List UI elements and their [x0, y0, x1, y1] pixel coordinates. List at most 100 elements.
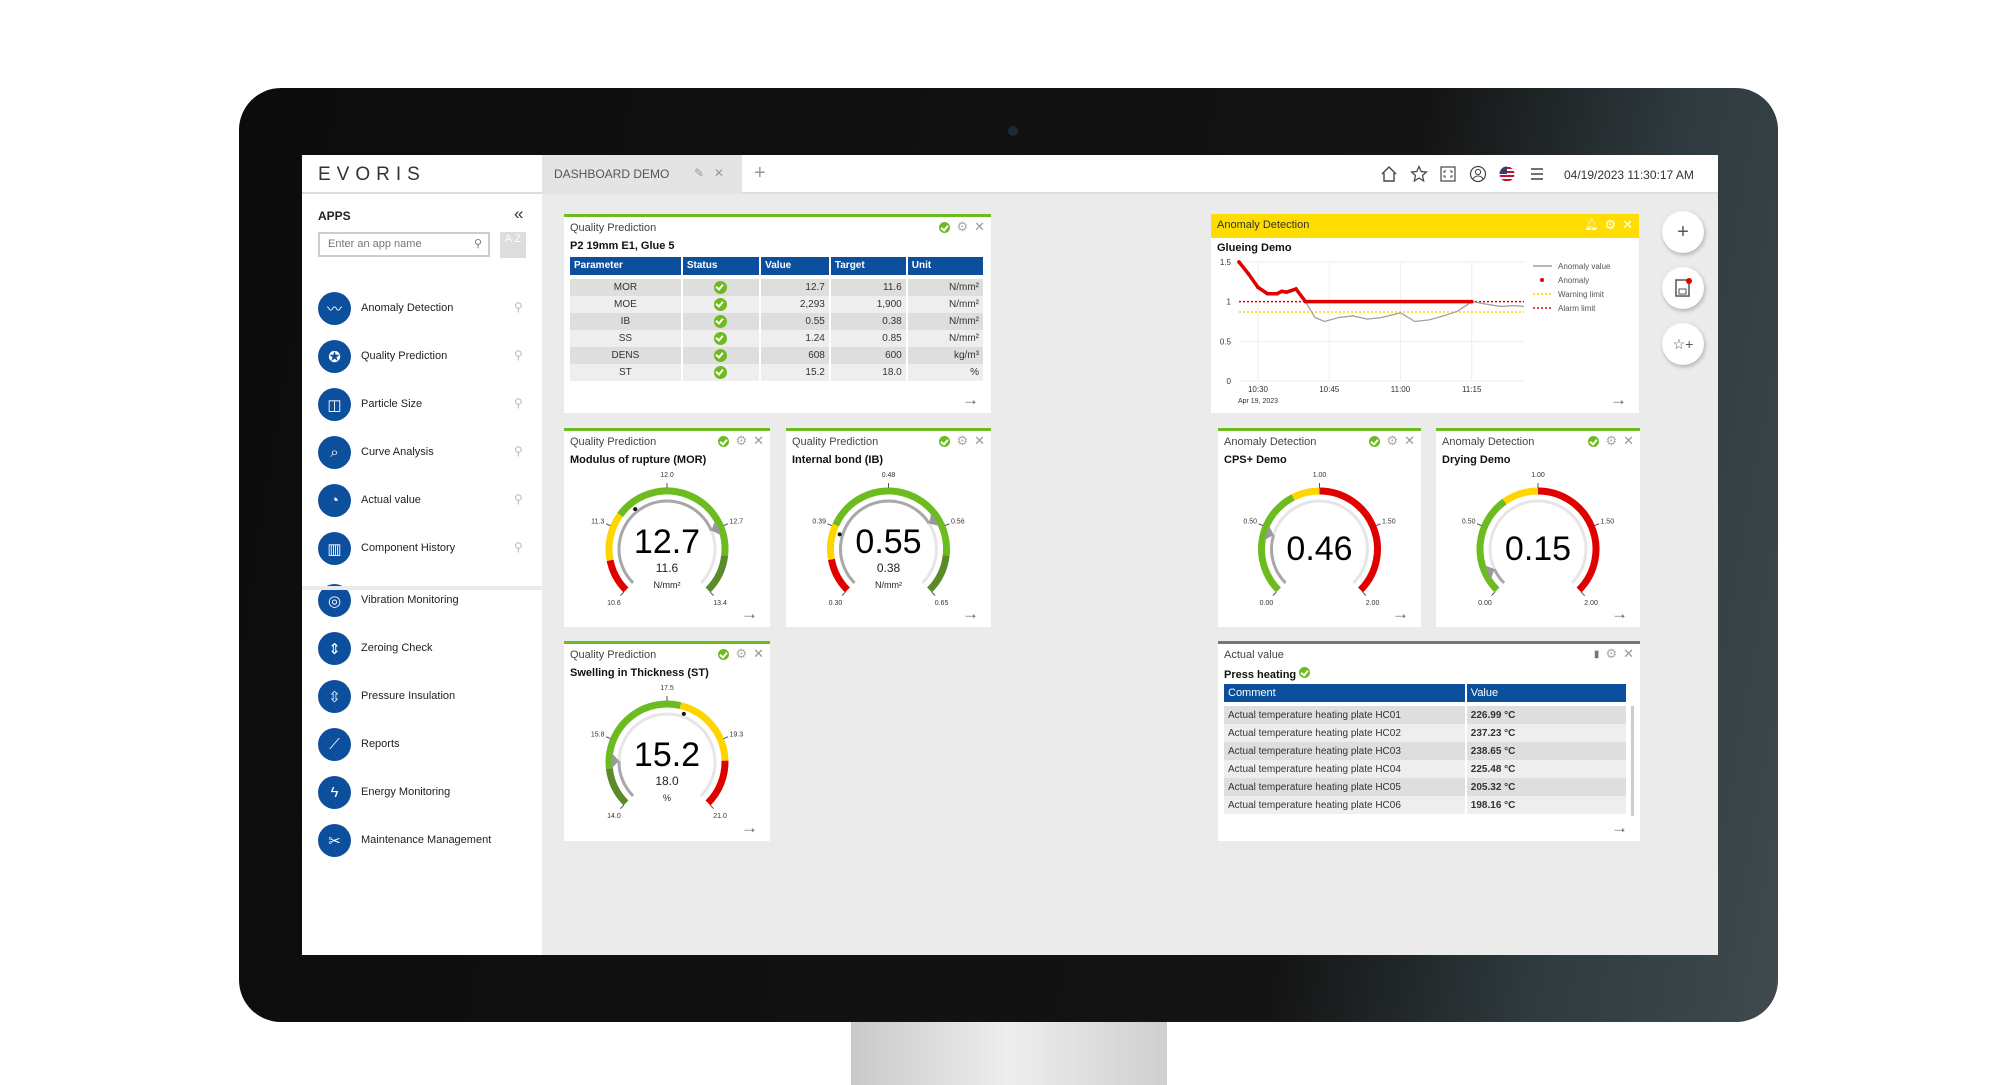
app-search-input[interactable]: Enter an app name ⚲	[318, 232, 490, 257]
settings-gear-icon[interactable]: ⚙	[1605, 433, 1618, 448]
sidebar-item-quality-prediction[interactable]: ✪ Quality Prediction ⚲	[318, 338, 530, 374]
open-details-arrow-icon[interactable]: →	[1392, 604, 1409, 623]
sidebar-item-zeroing-check[interactable]: ⇕ Zeroing Check	[318, 630, 530, 666]
column-header: Value	[1465, 684, 1628, 702]
table-cell: kg/m³	[906, 347, 986, 364]
quality-prediction-table-widget: Quality Prediction ⚙ ✕ P2 19mm E1, Glue 5…	[564, 214, 991, 413]
close-icon[interactable]: ✕	[1623, 433, 1634, 448]
tick-label: 12.0	[660, 472, 674, 479]
settings-gear-icon[interactable]: ⚙	[1604, 216, 1617, 232]
close-icon[interactable]: ✕	[1622, 216, 1633, 232]
y-tick-label: 1.5	[1220, 258, 1232, 267]
sidebar-item-label: Component History	[361, 542, 456, 554]
scrollbar[interactable]	[1631, 706, 1634, 816]
add-favorite-button[interactable]: ☆+	[1662, 323, 1704, 365]
table-cell: 11.6	[829, 279, 908, 296]
open-details-arrow-icon[interactable]: →	[962, 390, 979, 409]
sidebar-item-particle-size[interactable]: ◫ Particle Size ⚲	[318, 386, 530, 422]
sidebar-item-anomaly-detection[interactable]: 〰 Anomaly Detection ⚲	[318, 290, 530, 326]
table-cell: 0.38	[829, 313, 908, 330]
pause-icon[interactable]: ▮	[1593, 648, 1600, 660]
open-details-arrow-icon[interactable]: →	[741, 818, 758, 837]
sidebar-item-pressure-insulation[interactable]: ⇳ Pressure Insulation	[318, 678, 530, 714]
widget-title: Anomaly Detection	[1217, 219, 1310, 231]
gauge-band	[605, 767, 629, 806]
anomaly-line-chart: 0 0.5 1 1.5 10:30 10:45 11:00 11:15 Apr 19, 2023…	[1220, 258, 1611, 405]
sidebar-item-reports[interactable]: ⟋ Reports	[318, 726, 530, 762]
column-header: Value	[760, 257, 831, 275]
search-placeholder: Enter an app name	[328, 238, 422, 250]
status-cell	[681, 296, 762, 313]
star-icon[interactable]	[1410, 165, 1428, 183]
sort-az-button[interactable]: A Z	[500, 232, 526, 258]
gauge-band	[679, 702, 729, 761]
open-details-arrow-icon[interactable]: →	[1611, 818, 1628, 837]
us-flag-icon[interactable]	[1498, 165, 1516, 183]
pin-icon[interactable]: ⚲	[514, 492, 523, 506]
tick-mark	[1362, 591, 1367, 597]
legend-entry: Warning limit	[1558, 290, 1605, 299]
table-row: MOR 12.7 11.6 N/mm²	[570, 279, 986, 296]
pin-icon[interactable]: ⚲	[514, 540, 523, 554]
add-widget-button[interactable]: +	[1662, 211, 1704, 253]
sidebar-item-actual-value[interactable]: ◔ Actual value ⚲	[318, 482, 530, 518]
close-icon[interactable]: ✕	[974, 433, 985, 448]
table-row: DENS 608 600 kg/m³	[570, 347, 986, 364]
settings-gear-icon[interactable]: ⚙	[735, 433, 748, 448]
close-icon[interactable]: ✕	[1404, 433, 1415, 448]
actual-value-table-scroll[interactable]: Comment Value Actual temperature heating p…	[1224, 684, 1628, 818]
widget-subtitle: Modulus of rupture (MOR)	[570, 454, 707, 466]
home-icon[interactable]	[1380, 165, 1398, 183]
tick-label: 0.00	[1478, 600, 1492, 607]
bell-icon[interactable]: 🔔︎	[1584, 219, 1599, 231]
save-dashboard-button[interactable]	[1662, 267, 1704, 309]
menu-icon[interactable]	[1528, 165, 1546, 183]
settings-gear-icon[interactable]: ⚙	[735, 646, 748, 661]
collapse-sidebar-icon[interactable]: «	[514, 204, 524, 223]
tick-label: 2.00	[1584, 600, 1598, 607]
close-tab-icon[interactable]: ✕	[714, 166, 725, 180]
tick-label: 0.39	[812, 518, 826, 525]
open-details-arrow-icon[interactable]: →	[741, 604, 758, 623]
target-marker	[837, 532, 842, 537]
gauge-value-arc	[1270, 534, 1287, 585]
close-icon[interactable]: ✕	[753, 646, 764, 661]
anomaly-segment	[1237, 260, 1474, 304]
open-details-arrow-icon[interactable]: →	[1611, 604, 1628, 623]
gauge-band	[1502, 487, 1539, 505]
settings-gear-icon[interactable]: ⚙	[1605, 646, 1618, 661]
sidebar-item-maintenance-management[interactable]: ✂ Maintenance Management	[318, 822, 530, 858]
user-icon[interactable]	[1469, 165, 1487, 183]
anomaly-point	[1294, 287, 1298, 291]
pin-icon[interactable]: ⚲	[514, 348, 523, 362]
close-icon[interactable]: ✕	[1623, 646, 1634, 661]
pin-icon[interactable]: ⚲	[514, 444, 523, 458]
open-details-arrow-icon[interactable]: →	[962, 604, 979, 623]
anomaly-point	[1303, 299, 1308, 304]
fullscreen-icon[interactable]	[1439, 165, 1457, 183]
tools-icon: ✂	[318, 824, 351, 857]
add-tab-button[interactable]: +	[754, 162, 766, 184]
quality-table: Parameter Status Value Target Unit MOR 12.7 11.…	[570, 257, 986, 381]
close-icon[interactable]: ✕	[974, 219, 985, 234]
camera-bars-icon: ◫	[318, 388, 351, 421]
comment-cell: Actual temperature heating plate HC04	[1224, 760, 1467, 778]
gauge-band	[605, 512, 623, 561]
edit-icon[interactable]: ✎	[694, 166, 705, 180]
tab-dashboard-demo[interactable]: DASHBOARD DEMO ✎ ✕	[542, 155, 742, 194]
comment-cell: Actual temperature heating plate HC03	[1224, 742, 1467, 760]
settings-gear-icon[interactable]: ⚙	[1386, 433, 1399, 448]
sidebar-item-curve-analysis[interactable]: ⌕ Curve Analysis ⚲	[318, 434, 530, 470]
widget-title: Quality Prediction	[570, 436, 657, 448]
close-icon[interactable]: ✕	[753, 433, 764, 448]
status-cell	[681, 313, 762, 330]
sidebar-item-component-history[interactable]: ▥ Component History ⚲	[318, 530, 530, 566]
open-details-arrow-icon[interactable]: →	[1610, 390, 1627, 409]
settings-gear-icon[interactable]: ⚙	[956, 219, 969, 234]
settings-gear-icon[interactable]: ⚙	[956, 433, 969, 448]
pin-icon[interactable]: ⚲	[514, 300, 523, 314]
sidebar-item-energy-monitoring[interactable]: ϟ Energy Monitoring	[318, 774, 530, 810]
gauge-target: 0.38	[877, 561, 901, 575]
status-ok-icon	[714, 348, 728, 362]
pin-icon[interactable]: ⚲	[514, 396, 523, 410]
